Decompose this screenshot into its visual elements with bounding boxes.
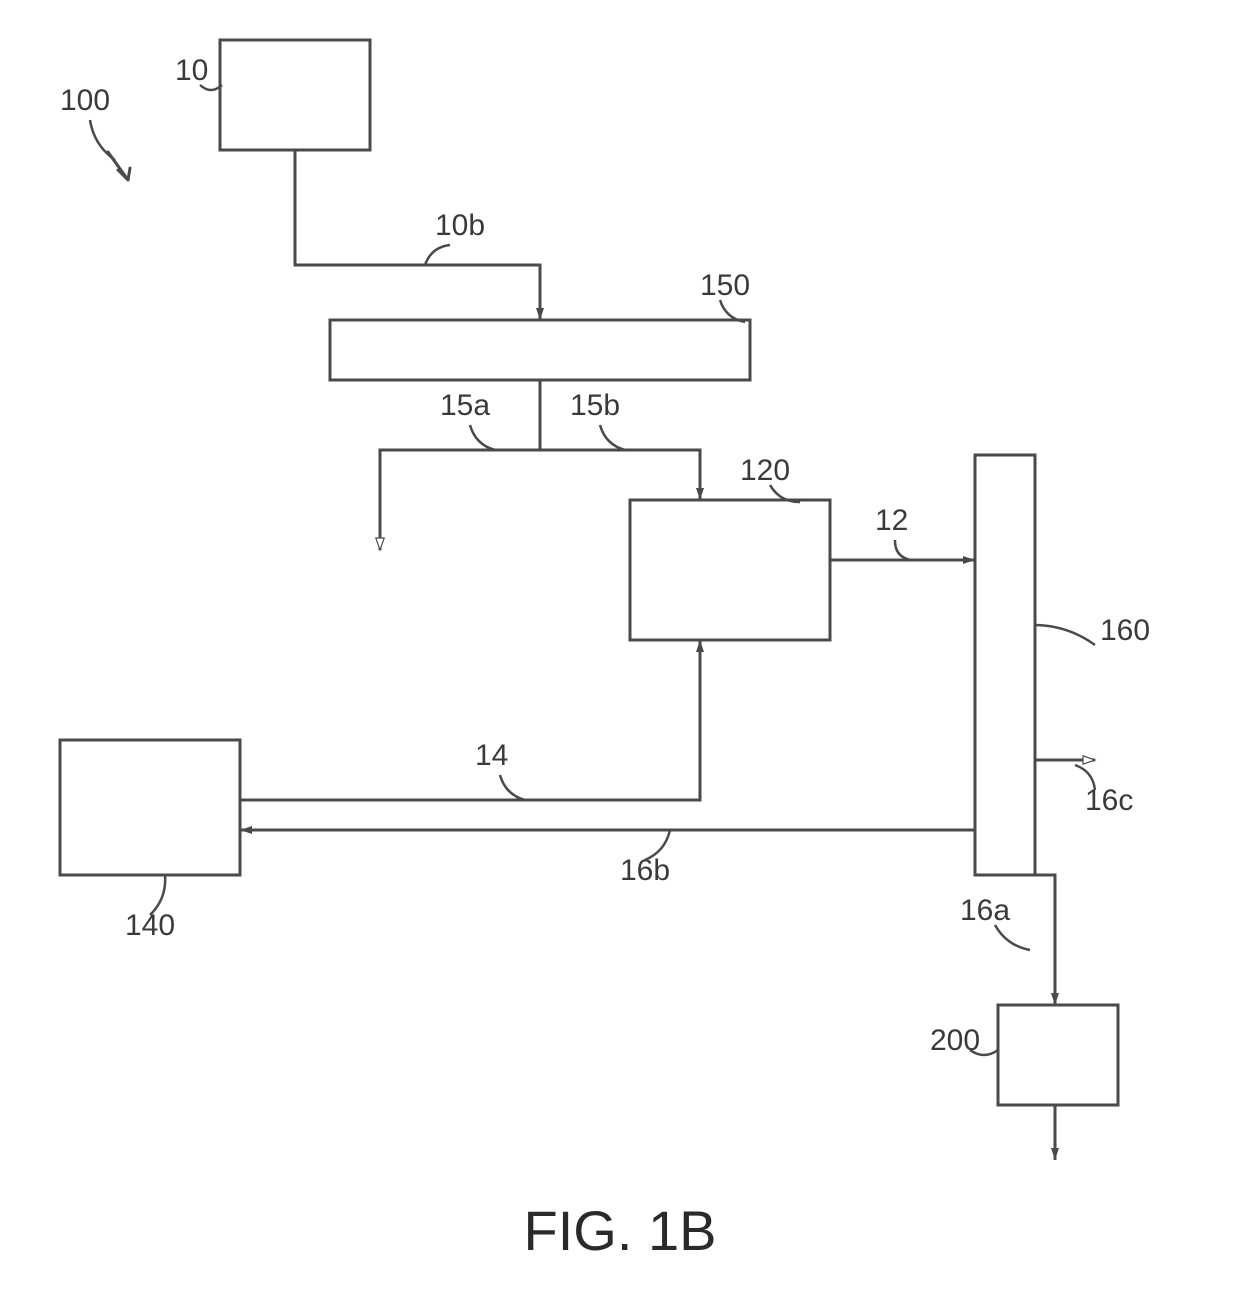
edge-e16a	[1010, 875, 1055, 1005]
node-n120	[630, 500, 830, 640]
node-n140	[60, 740, 240, 875]
leader-L14	[500, 775, 525, 800]
leader-L15b	[600, 425, 625, 450]
leader-L12	[895, 540, 910, 560]
edge-e10b	[295, 150, 540, 320]
label-L14: 14	[475, 739, 508, 772]
node-n200	[998, 1005, 1118, 1105]
label-L15b: 15b	[570, 389, 620, 422]
label-L10: 10	[175, 54, 208, 87]
label-L15a: 15a	[440, 389, 490, 422]
label-L10b: 10b	[435, 209, 485, 242]
label-L12: 12	[875, 504, 908, 537]
leader-L10b	[425, 245, 450, 265]
figure-ref-arrow	[108, 152, 130, 180]
node-n150	[330, 320, 750, 380]
label-L150: 150	[700, 269, 750, 302]
edge-e15b	[540, 450, 700, 500]
leader-L15a	[470, 425, 495, 450]
label-L100: 100	[60, 84, 110, 117]
label-L160: 160	[1100, 614, 1150, 647]
label-L16c: 16c	[1085, 784, 1133, 817]
figure-caption: FIG. 1B	[524, 1199, 717, 1262]
node-n10	[220, 40, 370, 150]
leader-L160	[1035, 625, 1095, 645]
leader-L16a	[995, 925, 1030, 950]
edge-e15a	[380, 450, 540, 550]
label-L16a: 16a	[960, 894, 1010, 927]
label-L120: 120	[740, 454, 790, 487]
node-n160	[975, 455, 1035, 875]
edge-e14	[240, 640, 700, 800]
